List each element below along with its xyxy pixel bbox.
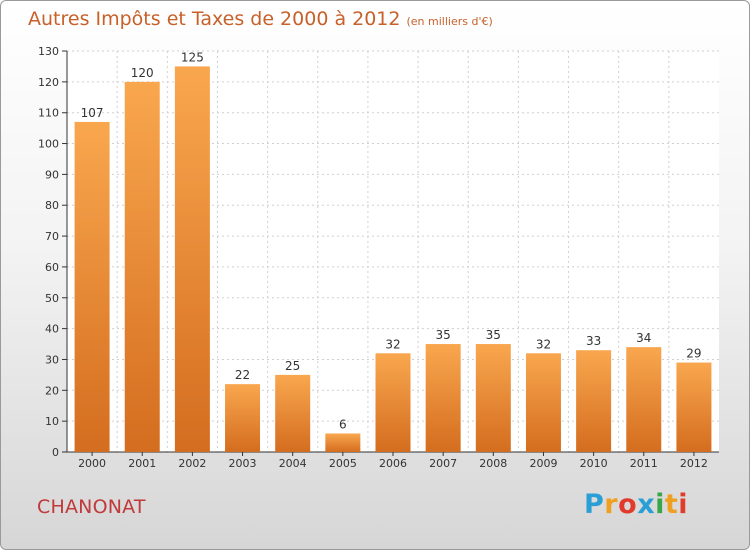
bar bbox=[576, 350, 612, 452]
logo-letter: i bbox=[655, 489, 665, 520]
bar-value-label: 32 bbox=[536, 337, 551, 351]
bar-value-label: 33 bbox=[586, 334, 601, 348]
logo-letter: i bbox=[678, 489, 689, 520]
y-tick-label: 100 bbox=[38, 138, 59, 151]
proxiti-logo: Proxiti bbox=[584, 489, 688, 520]
x-tick-label: 2007 bbox=[429, 457, 457, 470]
bar bbox=[475, 344, 511, 452]
chart-title: Autres Impôts et Taxes de 2000 à 2012 (en… bbox=[28, 8, 493, 30]
bar-value-label: 35 bbox=[436, 328, 451, 342]
logo-letter: r bbox=[604, 489, 619, 520]
bar-value-label: 32 bbox=[385, 337, 400, 351]
y-tick-label: 70 bbox=[45, 230, 59, 243]
bar-value-label: 25 bbox=[285, 359, 300, 373]
y-tick-label: 60 bbox=[45, 261, 59, 274]
bar-value-label: 107 bbox=[81, 106, 104, 120]
y-tick-label: 30 bbox=[45, 353, 59, 366]
x-tick-label: 2005 bbox=[329, 457, 357, 470]
bar-value-label: 29 bbox=[686, 347, 701, 361]
logo-letter: x bbox=[637, 489, 656, 520]
commune-name: CHANONAT bbox=[37, 496, 146, 518]
bar-value-label: 34 bbox=[636, 331, 651, 345]
x-tick-label: 2002 bbox=[178, 457, 206, 470]
y-tick-label: 10 bbox=[45, 415, 59, 428]
bar bbox=[174, 66, 210, 452]
logo-letter: t bbox=[664, 489, 679, 520]
x-tick-label: 2011 bbox=[630, 457, 658, 470]
y-tick-label: 130 bbox=[38, 45, 59, 58]
bar-value-label: 120 bbox=[131, 66, 154, 80]
bar bbox=[525, 353, 561, 452]
y-tick-label: 50 bbox=[45, 292, 59, 305]
x-tick-label: 2012 bbox=[680, 457, 708, 470]
y-tick-label: 40 bbox=[45, 323, 59, 336]
x-tick-label: 2000 bbox=[78, 457, 106, 470]
x-tick-label: 2004 bbox=[279, 457, 307, 470]
x-tick-label: 2001 bbox=[128, 457, 156, 470]
bar bbox=[375, 353, 411, 452]
bar bbox=[74, 121, 110, 452]
bar bbox=[275, 374, 311, 452]
bar-value-label: 6 bbox=[339, 417, 347, 431]
logo-letter: P bbox=[584, 489, 605, 520]
x-tick-label: 2006 bbox=[379, 457, 407, 470]
y-tick-label: 20 bbox=[45, 384, 59, 397]
title-unit: (en milliers d'€) bbox=[406, 15, 493, 28]
bar bbox=[676, 362, 712, 452]
y-tick-label: 110 bbox=[38, 107, 59, 120]
title-text: Autres Impôts et Taxes de 2000 à 2012 bbox=[28, 8, 401, 30]
logo-letter: o bbox=[618, 489, 638, 520]
y-tick-label: 80 bbox=[45, 199, 59, 212]
x-tick-label: 2010 bbox=[580, 457, 608, 470]
x-tick-label: 2008 bbox=[479, 457, 507, 470]
y-tick-label: 90 bbox=[45, 168, 59, 181]
y-tick-label: 0 bbox=[52, 446, 59, 459]
bar bbox=[425, 344, 461, 452]
bar bbox=[626, 347, 662, 452]
y-tick-label: 120 bbox=[38, 76, 59, 89]
bar-value-label: 35 bbox=[486, 328, 501, 342]
bar bbox=[325, 433, 361, 452]
x-tick-label: 2003 bbox=[229, 457, 257, 470]
bar bbox=[225, 384, 261, 452]
bar-value-label: 22 bbox=[235, 368, 250, 382]
bar-value-label: 125 bbox=[181, 50, 204, 64]
bar bbox=[124, 81, 160, 452]
x-tick-label: 2009 bbox=[529, 457, 557, 470]
